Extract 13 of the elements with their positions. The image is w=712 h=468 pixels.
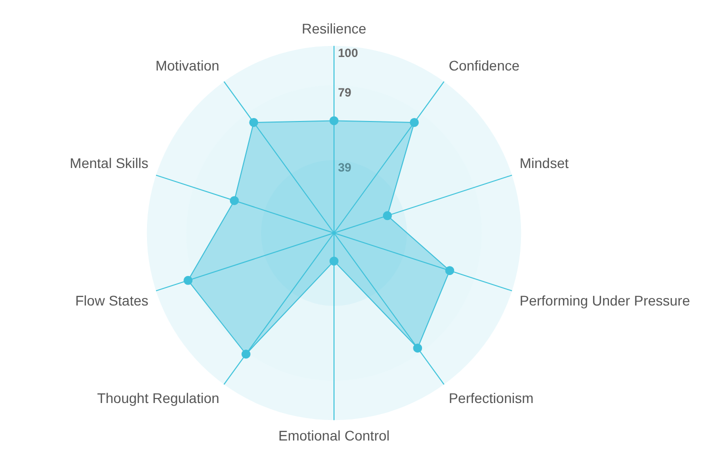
spoke-label: Flow States bbox=[75, 292, 148, 309]
spoke-label: Confidence bbox=[448, 58, 520, 74]
y-tick-label: 100 bbox=[338, 46, 358, 60]
y-tick-label: 79 bbox=[338, 85, 352, 100]
spoke-label: Thought Regulation bbox=[97, 390, 220, 406]
spoke-label: Mental Skills bbox=[70, 155, 148, 172]
y-tick-label: 39 bbox=[338, 160, 352, 174]
spoke-label: Mindset bbox=[520, 155, 569, 172]
spoke-label: Perfectionism bbox=[448, 390, 534, 406]
spoke-label: Emotional Control bbox=[278, 427, 390, 444]
spoke-label: Performing Under Pressure bbox=[520, 292, 690, 309]
spoke-label: Resilience bbox=[302, 20, 367, 36]
spoke-label: Motivation bbox=[155, 58, 220, 74]
